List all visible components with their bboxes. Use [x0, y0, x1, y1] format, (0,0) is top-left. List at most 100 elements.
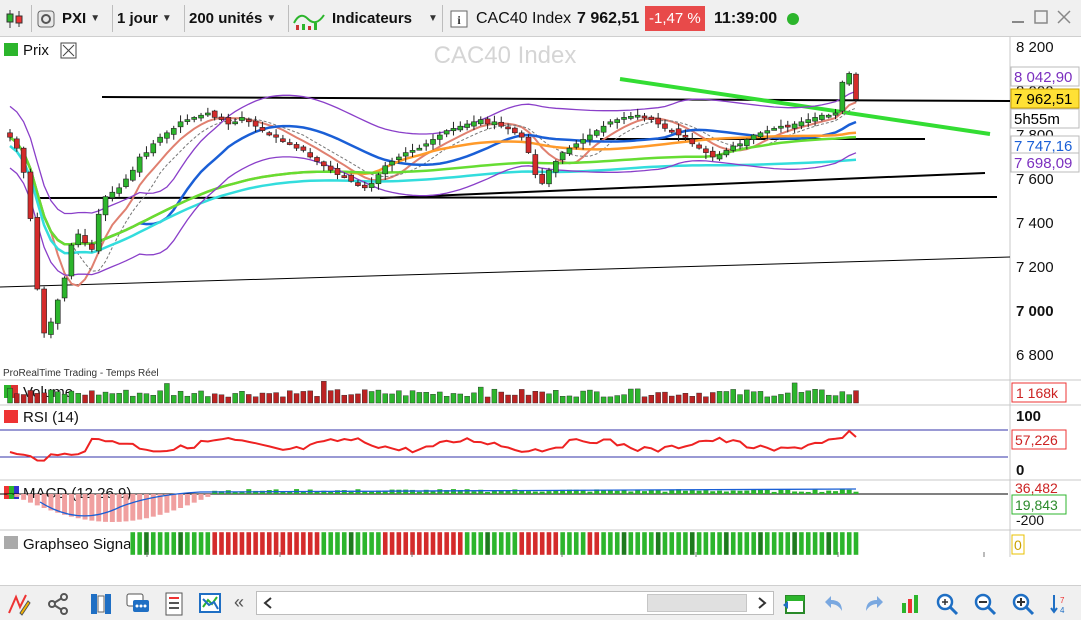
- signal-bar: [273, 531, 279, 556]
- candle-body: [48, 321, 54, 335]
- volume-bar: [102, 391, 109, 404]
- undo-icon[interactable]: [822, 591, 848, 617]
- maximize-icon[interactable]: [1033, 9, 1049, 25]
- layout-icon[interactable]: [88, 591, 114, 617]
- signal-swatch: [4, 536, 18, 549]
- volume-bar: [716, 391, 723, 404]
- fullscreen-icon[interactable]: [60, 42, 77, 59]
- zoom-in-icon[interactable]: [1010, 591, 1036, 617]
- drawing-tools-icon[interactable]: [6, 591, 32, 617]
- calendar-icon[interactable]: [782, 591, 808, 617]
- signal-bar: [689, 531, 695, 556]
- candle-body: [846, 73, 852, 85]
- volume-bar: [307, 390, 313, 404]
- volume-bar: [409, 390, 416, 404]
- candle-body: [580, 139, 586, 144]
- ma200-line: [9, 145, 857, 255]
- alerts-icon[interactable]: [198, 591, 224, 617]
- y-tick-label: 7 200: [1016, 259, 1054, 276]
- candle-body: [730, 145, 736, 151]
- volume-bar: [703, 396, 709, 404]
- volume-bar: [641, 396, 648, 404]
- candle-body: [614, 119, 621, 123]
- close-icon[interactable]: [1056, 9, 1072, 25]
- scrollbar-thumb[interactable]: [647, 594, 747, 612]
- sort-order-icon[interactable]: 74: [1048, 591, 1074, 617]
- panel-separators: [0, 37, 1081, 557]
- macd-bar: [792, 491, 798, 494]
- svg-text:i: i: [457, 13, 461, 27]
- indicators-dropdown[interactable]: ▼: [428, 13, 438, 24]
- volume-bar: [327, 390, 334, 404]
- candlestick-icon[interactable]: [4, 6, 28, 31]
- candles: [7, 71, 859, 339]
- candle-body: [593, 130, 600, 136]
- volume-bar: [710, 392, 716, 404]
- minimize-icon[interactable]: [1010, 9, 1026, 25]
- settings-icon[interactable]: [36, 6, 58, 31]
- signal-bar: [287, 531, 293, 556]
- volume-bar: [61, 393, 68, 404]
- volume-bar: [321, 381, 327, 404]
- signal-bar: [232, 531, 238, 556]
- candle-body: [211, 110, 218, 118]
- macd-bar: [375, 490, 381, 494]
- symbol-select[interactable]: PXI ▼: [62, 10, 101, 27]
- period-select[interactable]: 1 jour ▼: [117, 10, 172, 27]
- auto-scale-icon[interactable]: [898, 591, 924, 617]
- volume-bar: [785, 392, 791, 404]
- candle-body: [689, 138, 696, 145]
- horizontal-scrollbar[interactable]: [256, 591, 774, 615]
- units-select[interactable]: 200 unités ▼: [189, 10, 277, 27]
- candle-body: [14, 138, 20, 149]
- volume-bar: [573, 396, 579, 404]
- macd-bar: [103, 494, 109, 522]
- macd-bar: [423, 489, 429, 494]
- candle-body: [191, 117, 198, 120]
- volume-bar: [832, 395, 839, 404]
- candle-body: [600, 125, 607, 133]
- signal-bar: [628, 531, 634, 556]
- candle-body: [723, 150, 730, 156]
- comments-icon[interactable]: [125, 591, 151, 617]
- macd-tick: -200: [1016, 512, 1044, 528]
- candle-body: [546, 169, 552, 185]
- volume-bar: [566, 395, 573, 404]
- watermark: CAC40 Index: [434, 42, 577, 69]
- rsi-line: [9, 429, 857, 462]
- zoom-fit-icon[interactable]: [934, 591, 960, 617]
- scroll-right-icon[interactable]: [753, 592, 771, 614]
- signal-bar: [396, 531, 402, 556]
- candle-body: [628, 116, 634, 119]
- redo-icon[interactable]: [860, 591, 886, 617]
- indicators-button[interactable]: Indicateurs: [292, 6, 412, 31]
- scroll-left-icon[interactable]: [259, 592, 277, 614]
- candle-body: [177, 121, 184, 128]
- signal-bar: [587, 531, 593, 556]
- volume-bar: [675, 394, 682, 404]
- macd-bar: [178, 494, 184, 508]
- collapse-button[interactable]: «: [234, 592, 245, 612]
- info-icon[interactable]: i: [450, 6, 468, 31]
- volume-bar: [389, 393, 395, 404]
- zoom-out-icon[interactable]: [972, 591, 998, 617]
- candle-body: [805, 119, 812, 123]
- candle-body: [512, 127, 518, 134]
- signal-bar: [321, 531, 327, 556]
- share-icon[interactable]: [46, 591, 72, 617]
- candle-body: [539, 174, 545, 184]
- y-tick-label: 6 800: [1016, 347, 1054, 364]
- volume-bar: [280, 396, 286, 404]
- order-list-icon[interactable]: [162, 591, 188, 617]
- candle-body: [68, 244, 75, 277]
- volume-bar: [273, 392, 279, 404]
- volume-bar: [491, 388, 498, 404]
- volume-bar: [430, 394, 436, 404]
- volume-bar: [14, 393, 20, 404]
- volume-bar: [457, 393, 463, 404]
- volume-bar: [525, 394, 532, 404]
- macd-bar: [594, 489, 600, 494]
- signal-bar: [478, 531, 484, 556]
